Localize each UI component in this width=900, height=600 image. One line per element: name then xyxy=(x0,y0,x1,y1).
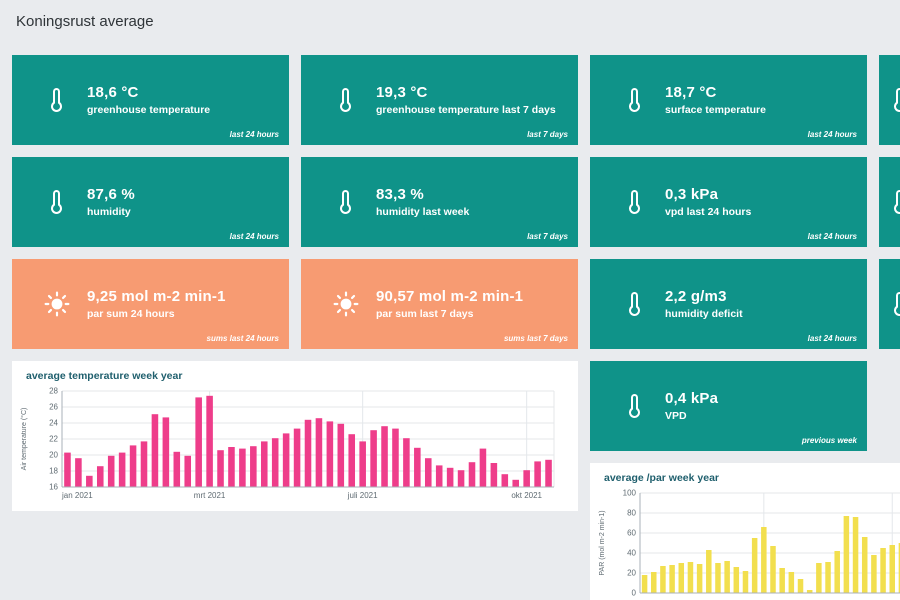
chart-title: average /par week year xyxy=(604,472,719,484)
metric-label: humidity deficit xyxy=(665,308,743,320)
metric-timeframe: last 24 hours xyxy=(807,130,857,139)
thermometer-icon xyxy=(622,186,648,218)
svg-text:20: 20 xyxy=(49,451,58,460)
metric-card-humidity-last-week[interactable]: 83,3 % humidity last week last 7 days xyxy=(301,157,578,247)
thermometer-icon xyxy=(622,288,648,320)
svg-text:0: 0 xyxy=(632,589,637,598)
metric-timeframe: sums last 24 hours xyxy=(206,334,279,343)
metric-card-par-sum-24h[interactable]: 9,25 mol m-2 min-1 par sum 24 hours sums … xyxy=(12,259,289,349)
thermometer-icon xyxy=(333,84,359,116)
metric-timeframe: last 7 days xyxy=(527,232,568,241)
sun-icon xyxy=(44,288,70,320)
metric-card-humidity-deficit[interactable]: 2,2 g/m3 humidity deficit last 24 hours xyxy=(590,259,867,349)
metric-value: 9,25 mol m-2 min-1 xyxy=(87,288,226,305)
svg-text:40: 40 xyxy=(627,549,636,558)
metric-label: vpd last 24 hours xyxy=(665,206,752,218)
metric-value: 87,6 % xyxy=(87,186,135,203)
metric-card-clipped-1[interactable] xyxy=(879,55,900,145)
svg-text:okt 2021: okt 2021 xyxy=(511,491,542,500)
svg-text:Air temperature (°C): Air temperature (°C) xyxy=(20,408,28,471)
metric-card-greenhouse-temperature[interactable]: 18,6 °C greenhouse temperature last 24 ho… xyxy=(12,55,289,145)
svg-text:20: 20 xyxy=(627,569,636,578)
chart-title: average temperature week year xyxy=(26,370,183,382)
thermometer-icon xyxy=(887,84,900,116)
metric-value: 90,57 mol m-2 min-1 xyxy=(376,288,524,305)
metric-card-greenhouse-temperature-7days[interactable]: 19,3 °C greenhouse temperature last 7 day… xyxy=(301,55,578,145)
metric-label: par sum 24 hours xyxy=(87,308,175,320)
metric-card-humidity[interactable]: 87,6 % humidity last 24 hours xyxy=(12,157,289,247)
svg-text:100: 100 xyxy=(623,489,637,498)
thermometer-icon xyxy=(887,186,900,218)
svg-text:26: 26 xyxy=(49,403,58,412)
thermometer-icon xyxy=(44,186,70,218)
metric-timeframe: last 24 hours xyxy=(807,334,857,343)
temperature-chart-card: average temperature week year 16 18 20 22 24… xyxy=(12,361,578,511)
par-bar-chart[interactable]: 0 20 40 60 80 100 PAR (mol m-2 min-1) xyxy=(594,487,900,600)
metric-label: greenhouse temperature xyxy=(87,104,211,116)
metric-timeframe: sums last 7 days xyxy=(503,334,568,343)
metric-value: 0,4 kPa xyxy=(665,390,719,407)
metric-timeframe: last 24 hours xyxy=(229,232,279,241)
metric-label: humidity xyxy=(87,206,131,218)
metric-card-vpd-previous-week[interactable]: 0,4 kPa VPD previous week xyxy=(590,361,867,451)
metric-timeframe: last 7 days xyxy=(527,130,568,139)
sun-icon xyxy=(333,288,359,320)
metric-card-clipped-2[interactable] xyxy=(879,157,900,247)
svg-text:mrt 2021: mrt 2021 xyxy=(194,491,226,500)
svg-text:16: 16 xyxy=(49,483,58,492)
metric-label: VPD xyxy=(665,410,687,422)
thermometer-icon xyxy=(44,84,70,116)
svg-text:jan 2021: jan 2021 xyxy=(61,491,93,500)
metric-label: greenhouse temperature last 7 days xyxy=(376,104,556,116)
svg-text:22: 22 xyxy=(49,435,58,444)
metric-timeframe: previous week xyxy=(801,436,857,445)
metric-card-surface-temperature[interactable]: 18,7 °C surface temperature last 24 hours xyxy=(590,55,867,145)
metric-card-par-sum-7days[interactable]: 90,57 mol m-2 min-1 par sum last 7 days s… xyxy=(301,259,578,349)
svg-text:18: 18 xyxy=(49,467,58,476)
metric-label: surface temperature xyxy=(665,104,766,116)
thermometer-icon xyxy=(333,186,359,218)
metric-value: 18,6 °C xyxy=(87,84,139,101)
svg-text:28: 28 xyxy=(49,387,58,396)
metric-value: 19,3 °C xyxy=(376,84,428,101)
metric-value: 83,3 % xyxy=(376,186,424,203)
svg-text:PAR (mol m-2 min-1): PAR (mol m-2 min-1) xyxy=(599,510,606,575)
metric-timeframe: last 24 hours xyxy=(807,232,857,241)
svg-text:60: 60 xyxy=(627,529,636,538)
metric-timeframe: last 24 hours xyxy=(229,130,279,139)
metric-card-vpd-24h[interactable]: 0,3 kPa vpd last 24 hours last 24 hours xyxy=(590,157,867,247)
metric-card-clipped-3[interactable] xyxy=(879,259,900,349)
metric-label: humidity last week xyxy=(376,206,470,218)
metric-label: par sum last 7 days xyxy=(376,308,474,320)
svg-text:80: 80 xyxy=(627,509,636,518)
svg-text:24: 24 xyxy=(49,419,58,428)
metric-value: 18,7 °C xyxy=(665,84,717,101)
par-chart-card: average /par week year 0 20 40 60 80 100 PAR (… xyxy=(590,463,900,600)
metric-value: 2,2 g/m3 xyxy=(665,288,727,305)
temperature-bar-chart[interactable]: 16 18 20 22 24 26 28 jan 2021 mrt 2021 juli 2021 o… xyxy=(16,385,562,503)
metric-value: 0,3 kPa xyxy=(665,186,719,203)
thermometer-icon xyxy=(887,288,900,320)
svg-text:juli 2021: juli 2021 xyxy=(347,491,378,500)
thermometer-icon xyxy=(622,390,648,422)
thermometer-icon xyxy=(622,84,648,116)
page-title: Koningsrust average xyxy=(16,13,154,30)
